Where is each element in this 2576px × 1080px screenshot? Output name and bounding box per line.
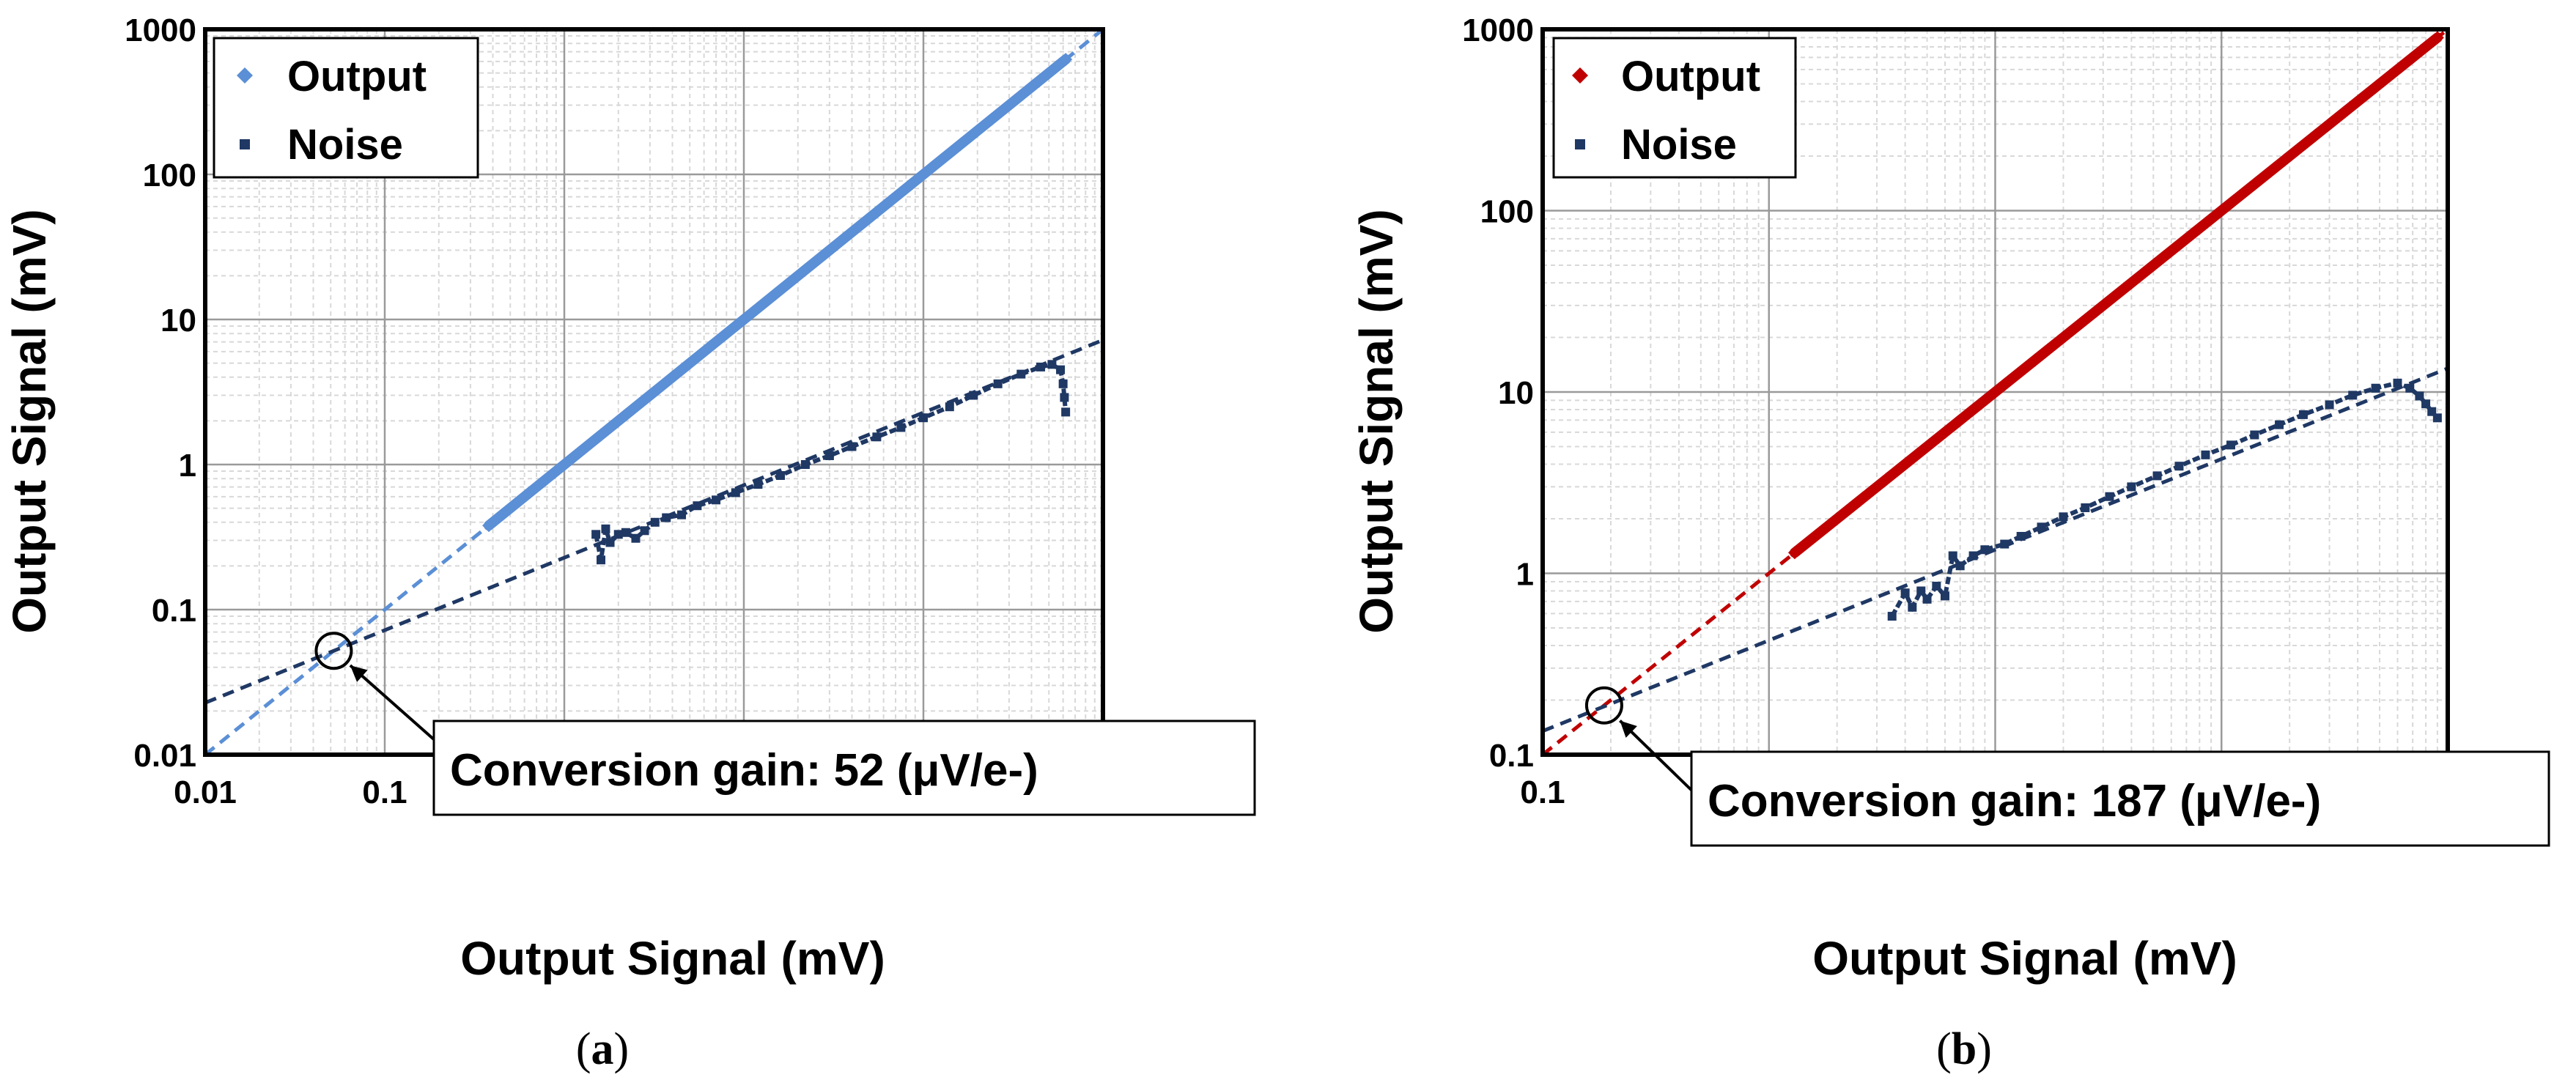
y-tick-label: 0.1 bbox=[1489, 738, 1534, 774]
annotation: Conversion gain: 52 (μV/e-) bbox=[314, 632, 1256, 816]
legend-box bbox=[213, 37, 479, 179]
noise-point-trail bbox=[1890, 380, 2440, 618]
y-tick-label: 1 bbox=[1516, 557, 1534, 593]
legend-marker-noise bbox=[1575, 139, 1585, 149]
annotation-box bbox=[432, 720, 1256, 816]
x-axis-title: Output Signal (mV) bbox=[460, 932, 885, 985]
legend-label-noise: Noise bbox=[1621, 121, 1737, 169]
output-point-band bbox=[484, 54, 1071, 531]
noise-fit-line bbox=[1542, 366, 2448, 733]
y-axis-title: Output Signal (mV) bbox=[1350, 209, 1403, 634]
legend-marker-noise bbox=[240, 139, 250, 149]
annotation-text: Conversion gain: 52 (μV/e-) bbox=[450, 745, 1038, 796]
legend: Output Noise bbox=[1552, 37, 1797, 179]
intersection-circle bbox=[314, 632, 353, 670]
y-tick-label: 10 bbox=[1498, 375, 1534, 411]
panel-caption: (b) bbox=[1936, 1024, 1992, 1074]
chart-panel-b: 0.1 1 10 100 1000 0.1 1 10 100 1000 Output Noise… bbox=[1350, 12, 2550, 1074]
y-tick-labels: 0.01 0.1 1 10 100 1000 bbox=[125, 12, 196, 774]
y-tick-label: 1 bbox=[179, 448, 196, 484]
panel-caption: (a) bbox=[576, 1024, 629, 1074]
legend: Output Noise bbox=[213, 37, 479, 179]
legend-box bbox=[1552, 37, 1797, 179]
x-tick-label: 0.1 bbox=[362, 774, 407, 810]
legend-marker-output bbox=[1572, 67, 1588, 84]
annotation-text: Conversion gain: 187 (μV/e-) bbox=[1708, 776, 2321, 826]
annotation-pointer bbox=[1619, 720, 1702, 800]
y-tick-label: 10 bbox=[160, 303, 196, 339]
data-points bbox=[482, 53, 1073, 565]
intersection-circle bbox=[1584, 686, 1623, 725]
x-tick-label: 0.01 bbox=[174, 774, 237, 810]
noise-point-trail bbox=[594, 362, 1069, 561]
arrow-head-icon bbox=[1620, 720, 1637, 738]
y-tick-labels: 0.1 1 10 100 1000 bbox=[1462, 12, 1534, 774]
chart-panel-a: 0.01 0.1 1 10 100 1000 0.01 0.1 1 10 100 1000 Outp… bbox=[3, 12, 1256, 1074]
output-point-band bbox=[1789, 32, 2443, 558]
y-tick-label: 100 bbox=[1480, 194, 1534, 230]
data-points bbox=[1787, 31, 2444, 621]
x-tick-label: 0.1 bbox=[1520, 774, 1565, 810]
annotation-pointer bbox=[349, 664, 443, 747]
legend-label-noise: Noise bbox=[287, 121, 403, 169]
y-axis-title: Output Signal (mV) bbox=[3, 209, 56, 634]
y-tick-label: 1000 bbox=[125, 12, 196, 48]
y-tick-label: 0.1 bbox=[152, 593, 196, 629]
y-tick-label: 1000 bbox=[1462, 12, 1534, 48]
arrow-head-icon bbox=[350, 665, 368, 682]
legend-marker-output bbox=[237, 67, 253, 84]
annotation: Conversion gain: 187 (μV/e-) bbox=[1584, 686, 2550, 847]
y-tick-label: 100 bbox=[143, 158, 196, 193]
x-axis-title: Output Signal (mV) bbox=[1812, 932, 2237, 985]
annotation-box bbox=[1690, 750, 2550, 847]
legend-label-output: Output bbox=[1621, 53, 1760, 100]
y-tick-label: 0.01 bbox=[133, 738, 196, 774]
legend-label-output: Output bbox=[287, 53, 427, 100]
